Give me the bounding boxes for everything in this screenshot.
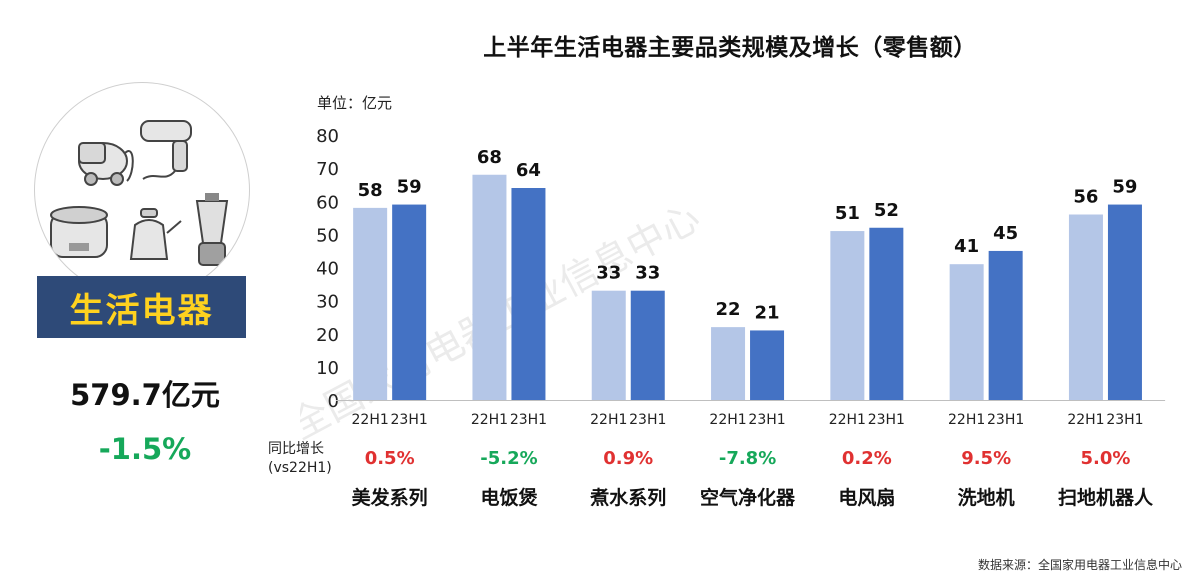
rice-cooker-icon <box>50 206 108 258</box>
category-banner: 生活电器 <box>37 276 246 338</box>
category-summary-panel: 生活电器 579.7亿元 -1.5% <box>0 0 300 579</box>
category-label: 空气净化器 <box>700 486 796 509</box>
y-tick-label: 30 <box>316 292 339 313</box>
bar-23H1 <box>392 204 427 400</box>
bar-value-label: 33 <box>596 263 621 284</box>
bar-23H1 <box>869 227 904 400</box>
category-label: 煮水系列 <box>589 486 666 509</box>
bar-value-label: 59 <box>397 177 422 198</box>
y-tick-label: 80 <box>316 126 339 147</box>
bar-22H1 <box>949 264 984 400</box>
category-label: 电饭煲 <box>480 486 538 509</box>
category-label: 洗地机 <box>958 486 1015 509</box>
y-tick-label: 0 <box>328 391 339 412</box>
bar-value-label: 51 <box>835 203 860 224</box>
yoy-label-line1: 同比增长 <box>268 441 324 457</box>
bar-23H1 <box>511 188 546 400</box>
y-tick-label: 40 <box>316 259 339 280</box>
x-series-label: 23H1 <box>391 412 428 428</box>
bar-value-label: 45 <box>993 223 1018 244</box>
bar-value-label: 41 <box>954 236 979 257</box>
blender-icon <box>195 193 229 266</box>
x-series-label: 22H1 <box>1067 412 1104 428</box>
hair-dryer-icon <box>140 120 192 180</box>
growth-label: 0.9% <box>603 448 653 469</box>
bar-23H1 <box>630 290 665 400</box>
data-source: 数据来源：全国家用电器工业信息中心 <box>977 558 1182 572</box>
bar-22H1 <box>830 231 865 400</box>
total-growth: -1.5% <box>98 432 192 466</box>
yoy-label-line2: (vs22H1) <box>268 460 332 476</box>
x-series-label: 23H1 <box>868 412 905 428</box>
growth-label: 5.0% <box>1080 448 1130 469</box>
appliance-illustration <box>34 82 250 298</box>
bar-23H1 <box>750 330 785 400</box>
x-series-label: 22H1 <box>829 412 866 428</box>
bar-value-label: 52 <box>874 200 899 221</box>
x-series-label: 23H1 <box>510 412 547 428</box>
unit-label: 单位：亿元 <box>317 94 393 112</box>
bar-value-label: 22 <box>716 299 741 320</box>
x-series-label: 23H1 <box>1106 412 1143 428</box>
x-series-label: 22H1 <box>471 412 508 428</box>
y-tick-label: 10 <box>316 358 339 379</box>
bar-value-label: 58 <box>358 180 383 201</box>
x-series-label: 23H1 <box>748 412 785 428</box>
x-series-label: 22H1 <box>352 412 389 428</box>
yoy-label: 同比增长 (vs22H1) <box>268 440 332 478</box>
growth-label: -5.2% <box>480 448 537 469</box>
growth-label: 0.5% <box>365 448 415 469</box>
bar-22H1 <box>591 290 626 400</box>
category-name: 生活电器 <box>69 290 214 331</box>
growth-label: 0.2% <box>842 448 892 469</box>
bar-value-label: 33 <box>635 263 660 284</box>
y-tick-label: 60 <box>316 192 339 213</box>
bar-22H1 <box>472 174 507 400</box>
x-series-label: 22H1 <box>948 412 985 428</box>
x-series-label: 22H1 <box>709 412 746 428</box>
y-tick-label: 20 <box>316 325 339 346</box>
bar-22H1 <box>711 327 746 400</box>
vacuum-cleaner-icon <box>78 142 134 186</box>
category-label: 美发系列 <box>352 486 428 509</box>
bar-22H1 <box>1068 214 1103 400</box>
kettle-icon <box>129 208 182 260</box>
bar-23H1 <box>1107 204 1142 400</box>
bar-value-label: 21 <box>755 302 780 323</box>
bar-value-label: 59 <box>1112 177 1137 198</box>
bar-value-label: 68 <box>477 147 502 168</box>
x-series-label: 23H1 <box>629 412 666 428</box>
bar-value-label: 64 <box>516 160 541 181</box>
category-label: 电风扇 <box>838 486 895 509</box>
bar-23H1 <box>988 250 1023 400</box>
bar-22H1 <box>353 207 388 400</box>
x-series-label: 22H1 <box>590 412 627 428</box>
growth-label: -7.8% <box>719 448 776 469</box>
chart-title: 上半年生活电器主要品类规模及增长（零售额） <box>483 35 977 61</box>
total-sales: 579.7亿元 <box>70 378 220 412</box>
growth-label: 9.5% <box>961 448 1011 469</box>
category-label: 扫地机器人 <box>1058 486 1154 509</box>
x-series-label: 23H1 <box>987 412 1024 428</box>
y-tick-label: 50 <box>316 225 339 246</box>
y-tick-label: 70 <box>316 159 339 180</box>
bar-value-label: 56 <box>1073 187 1098 208</box>
